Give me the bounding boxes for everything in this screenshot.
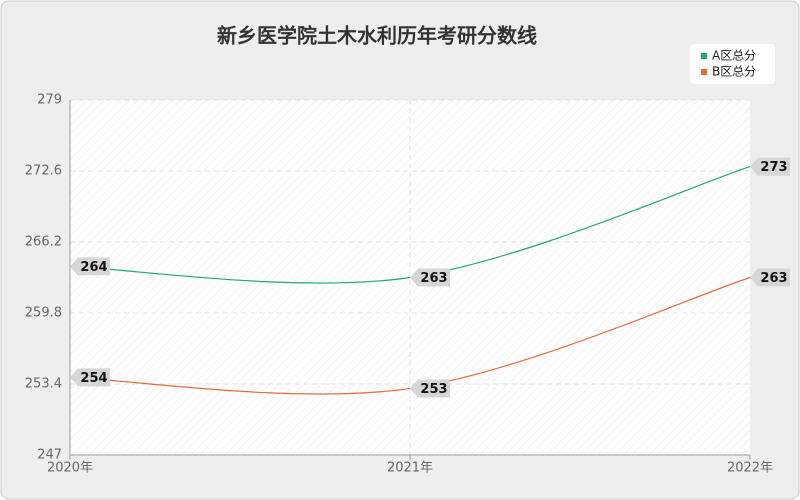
data-label: 254 [80,371,107,386]
data-label-box [70,257,110,276]
data-label-box [410,379,450,398]
data-label-box [750,157,790,176]
data-label-box [410,268,450,287]
data-label: 264 [80,260,107,275]
y-tick-label: 259.8 [25,306,62,321]
y-tick-label: 247 [37,448,62,463]
y-tick-label: 253.4 [25,377,62,392]
legend [690,44,775,84]
data-label: 273 [760,160,787,175]
x-tick-label: 2020年 [47,461,93,476]
legend-marker [701,53,707,59]
data-label-box [750,268,790,287]
x-tick-label: 2022年 [727,461,773,476]
data-label-box [70,368,110,387]
legend-label: B区总分 [712,65,756,79]
data-label: 263 [760,271,787,286]
legend-marker [701,69,707,75]
data-label: 263 [420,271,447,286]
chart-title: 新乡医学院土木水利历年考研分数线 [217,24,537,48]
y-tick-label: 266.2 [25,235,62,250]
legend-label: A区总分 [712,49,756,63]
x-tick-label: 2021年 [387,461,433,476]
line-series [69,276,751,395]
data-label: 253 [420,382,447,397]
y-tick-label: 272.6 [25,164,62,179]
y-tick-label: 279 [37,93,62,108]
